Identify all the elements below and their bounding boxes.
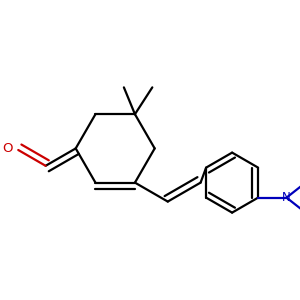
Text: O: O [2, 142, 13, 155]
Text: N: N [282, 191, 291, 204]
